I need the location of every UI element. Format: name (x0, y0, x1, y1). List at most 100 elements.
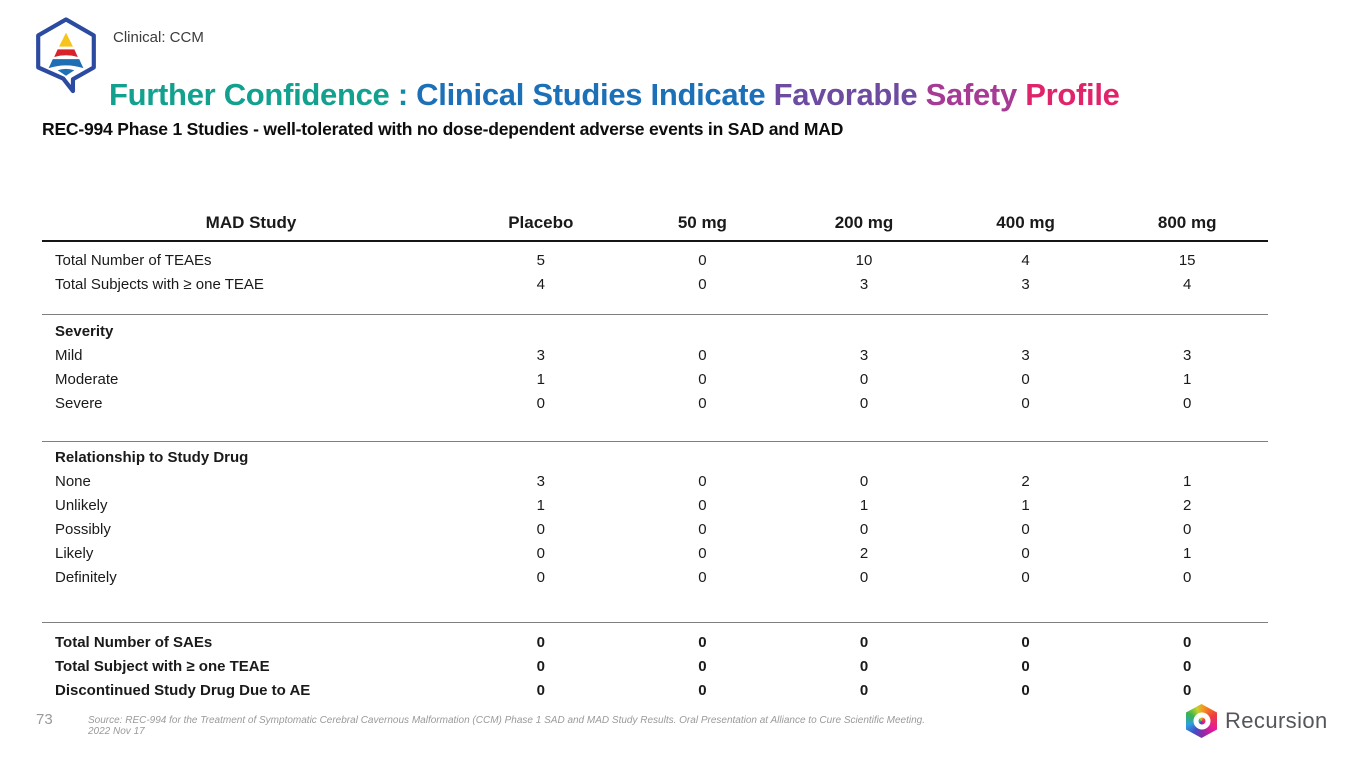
cell-value: 0 (698, 568, 707, 586)
cell-value: 15 (1178, 251, 1196, 269)
cell-value: 3 (859, 346, 869, 364)
section-header: Severity (55, 322, 114, 340)
cell-value: 4 (536, 275, 545, 293)
recursion-wordmark: Recursion (1225, 708, 1328, 733)
cell-value: 0 (859, 657, 869, 675)
row-label: Total Number of SAEs (55, 633, 213, 651)
section-header: Relationship to Study Drug (55, 448, 249, 466)
table-header-row: MAD Study Placebo 50 mg 200 mg 400 mg 800 mg (42, 205, 1268, 242)
table-section: Relationship to Study Drug None 3 0 0 2 1 Unlik… (42, 441, 1268, 622)
column-header: MAD Study (205, 212, 297, 232)
cell-value: 0 (1021, 544, 1030, 562)
table-section: Total Number of SAEs 0 0 0 0 0 Total Subject w… (42, 622, 1268, 702)
column-header: 50 mg (677, 212, 727, 232)
cell-value: 1 (859, 496, 869, 514)
cell-value: 0 (698, 251, 707, 269)
cell-value: 1 (1021, 496, 1030, 514)
cell-value: 0 (536, 568, 545, 586)
cell-value: 0 (698, 681, 707, 699)
column-header: Placebo (508, 212, 574, 232)
cell-value: 0 (859, 633, 869, 651)
table-row: Likely 0 0 2 0 1 (42, 541, 1268, 565)
cell-value: 0 (859, 520, 869, 538)
cell-value: 0 (1021, 394, 1030, 412)
cell-value: 0 (859, 394, 869, 412)
table-row: None 3 0 0 2 1 (42, 469, 1268, 493)
column-header: 200 mg (834, 212, 894, 232)
table-row: Unlikely 1 0 1 1 2 (42, 493, 1268, 517)
cell-value: 0 (1021, 657, 1030, 675)
cell-value: 0 (536, 633, 545, 651)
cell-value: 0 (536, 520, 545, 538)
cell-value: 0 (1021, 681, 1030, 699)
table-row: Total Subjects with ≥ one TEAE 4 0 3 3 4 (42, 272, 1268, 296)
row-label: None (55, 472, 91, 490)
cell-value: 3 (1183, 346, 1192, 364)
cell-value: 5 (536, 251, 545, 269)
row-label: Possibly (55, 520, 111, 538)
recursion-hexagon-icon (1186, 704, 1217, 738)
cell-value: 1 (1183, 370, 1192, 388)
cell-value: 0 (1021, 633, 1030, 651)
cell-value: 0 (698, 275, 707, 293)
row-label: Severe (55, 394, 103, 412)
cell-value: 3 (1021, 346, 1030, 364)
safety-table: MAD Study Placebo 50 mg 200 mg 400 mg 800 mg … (42, 205, 1268, 702)
source-citation: Source: REC-994 for the Treatment of Sym… (88, 715, 926, 737)
table-row: Total Number of SAEs 0 0 0 0 0 (42, 630, 1268, 654)
cell-value: 1 (536, 370, 545, 388)
cell-value: 0 (698, 496, 707, 514)
cell-value: 3 (859, 275, 869, 293)
row-label: Discontinued Study Drug Due to AE (55, 681, 311, 699)
cell-value: 0 (859, 568, 869, 586)
eyebrow-label: Clinical: CCM (113, 29, 204, 46)
cell-value: 0 (536, 544, 545, 562)
alliance-ccm-logo-icon (36, 17, 96, 94)
logo-hexagon-outline (36, 17, 96, 94)
cell-value: 3 (536, 346, 545, 364)
page-number: 73 (36, 711, 53, 728)
cell-value: 0 (1021, 370, 1030, 388)
row-label: Moderate (55, 370, 119, 388)
row-label: Total Number of TEAEs (55, 251, 212, 269)
cell-value: 0 (698, 370, 707, 388)
cell-value: 0 (1183, 394, 1192, 412)
table-row: Total Subject with ≥ one TEAE 0 0 0 0 0 (42, 654, 1268, 678)
cell-value: 1 (536, 496, 545, 514)
title-segment: Favorable (773, 76, 926, 112)
cell-value: 2 (859, 544, 869, 562)
column-header: 800 mg (1157, 212, 1217, 232)
cell-value: 1 (1183, 472, 1192, 490)
logo-red-band (54, 49, 78, 57)
cell-value: 0 (1183, 568, 1192, 586)
table-row: Possibly 0 0 0 0 0 (42, 517, 1268, 541)
title-segment: : (397, 76, 417, 112)
cell-value: 0 (1183, 520, 1192, 538)
cell-value: 0 (859, 472, 869, 490)
cell-value: 3 (536, 472, 545, 490)
cell-value: 0 (698, 472, 707, 490)
cell-value: 0 (1183, 633, 1192, 651)
cell-value: 0 (536, 657, 545, 675)
title-segment: Clinical Studies Indicate (416, 76, 774, 112)
cell-value: 4 (1021, 251, 1030, 269)
logo-blue-tip (57, 68, 75, 76)
row-label: Mild (55, 346, 83, 364)
cell-value: 0 (1183, 681, 1192, 699)
table-row: Definitely 0 0 0 0 0 (42, 565, 1268, 589)
cell-value: 0 (1021, 520, 1030, 538)
cell-value: 4 (1183, 275, 1192, 293)
recursion-logo: Recursion (1186, 704, 1328, 738)
cell-value: 0 (698, 394, 707, 412)
row-label: Total Subject with ≥ one TEAE (55, 657, 270, 675)
table-row: Mild 3 0 3 3 3 (42, 343, 1268, 367)
title-segment: Profile (1025, 76, 1120, 112)
logo-yellow-peak (59, 32, 73, 47)
section-header-row: Severity (42, 319, 1268, 343)
table-section: Severity Mild 3 0 3 3 3 Moderate 1 0 0 0 1 Severe 0 0 0 0… (42, 314, 1268, 441)
section-header-row: Relationship to Study Drug (42, 445, 1268, 469)
row-label: Total Subjects with ≥ one TEAE (55, 275, 264, 293)
table-body: Total Number of TEAEs 5 0 1 0 4 15 Total Subjec… (42, 242, 1268, 702)
cell-value: 0 (1183, 657, 1192, 675)
